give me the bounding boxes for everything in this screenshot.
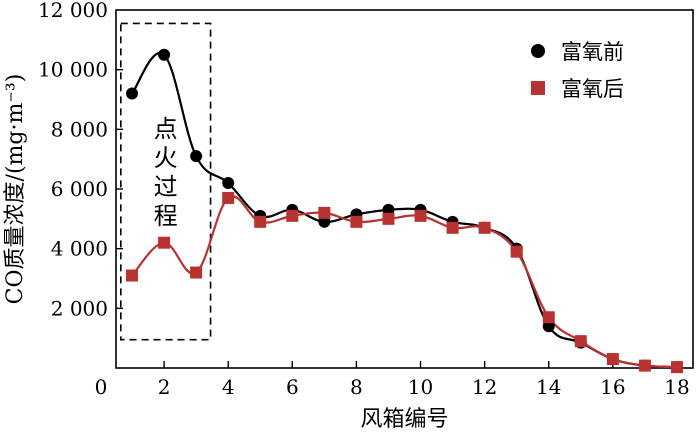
x-tick-label: 6 <box>286 375 299 399</box>
ignition-process-label: 过 <box>154 173 178 201</box>
x-tick-label: 14 <box>536 375 561 399</box>
data-point-after <box>286 209 299 222</box>
y-tick-label: 10 000 <box>38 58 108 82</box>
y-axis-title: CO质量浓度/(mg·m⁻³) <box>3 74 28 305</box>
data-point-before <box>126 87 139 100</box>
origin-label: 0 <box>95 375 108 399</box>
x-tick-label: 8 <box>350 375 363 399</box>
legend-label: 富氧前 <box>561 40 624 64</box>
data-point-after <box>606 353 619 366</box>
x-tick-label: 4 <box>222 375 235 399</box>
data-point-after <box>318 206 331 219</box>
x-tick-label: 12 <box>472 375 497 399</box>
axes: 2 000 4 000 6 000 8 000 10 000 12 000 2 4 6 8 10 12… <box>38 0 694 399</box>
data-point-after <box>542 311 555 324</box>
series-markers <box>126 48 683 374</box>
ignition-process-label: 点 <box>154 115 178 143</box>
data-point-after <box>478 221 491 234</box>
data-point-after <box>574 335 587 348</box>
data-point-after <box>446 221 459 234</box>
y-tick-label: 2 000 <box>51 296 108 320</box>
data-point-before <box>190 150 203 163</box>
data-point-after <box>222 191 235 204</box>
data-point-after <box>254 215 267 228</box>
ignition-process-label: 火 <box>154 144 178 172</box>
x-tick-label: 18 <box>664 375 689 399</box>
axis-labels: 风箱编号 CO质量浓度/(mg·m⁻³) <box>3 74 449 432</box>
x-tick-label: 2 <box>158 375 171 399</box>
y-tick-label: 12 000 <box>38 0 108 22</box>
y-tick-label: 6 000 <box>51 177 108 201</box>
ignition-process-box <box>120 22 212 341</box>
data-point-after <box>190 266 203 279</box>
data-point-after <box>382 212 395 225</box>
y-tick-label: 8 000 <box>51 117 108 141</box>
y-tick-label: 4 000 <box>51 237 108 261</box>
data-point-after <box>158 236 171 249</box>
data-point-before <box>222 177 235 190</box>
ignition-process-label: 程 <box>154 202 178 230</box>
x-axis-title: 风箱编号 <box>360 407 448 432</box>
data-point-after <box>350 215 363 228</box>
data-point-after <box>414 209 427 222</box>
legend-label: 富氧后 <box>561 77 624 101</box>
series-line-2 <box>131 195 678 369</box>
data-point-after <box>670 361 683 374</box>
data-point-before <box>158 48 171 61</box>
data-point-after <box>126 269 139 282</box>
data-point-after <box>638 359 651 372</box>
x-tick-label: 10 <box>408 375 433 399</box>
data-point-after <box>510 245 523 258</box>
x-tick-label: 16 <box>600 375 625 399</box>
legend-marker-after <box>531 81 545 95</box>
legend-marker-before <box>531 44 545 58</box>
